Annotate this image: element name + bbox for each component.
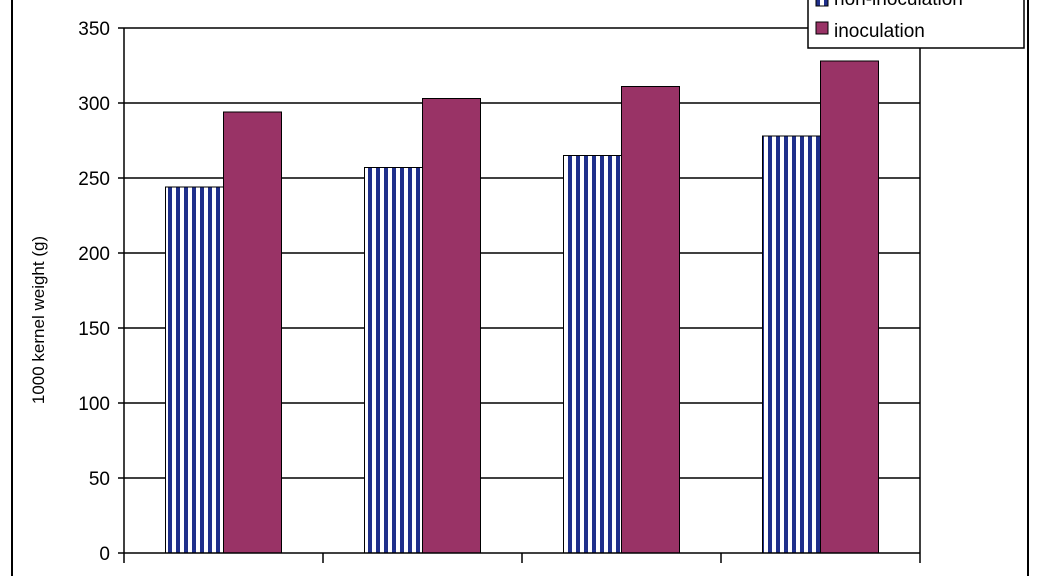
legend-box: [807, 0, 1025, 49]
y-tick-label: 150: [78, 319, 110, 340]
y-tick-label: 350: [78, 19, 110, 40]
bar-inoculation-2: [422, 98, 481, 554]
bar-non-inoculation-4: [762, 135, 821, 554]
y-tick-label: 100: [78, 394, 110, 415]
y-tick-label: 200: [78, 244, 110, 265]
bars: [165, 60, 879, 554]
axes: [118, 27, 921, 563]
bar-inoculation-3: [621, 86, 680, 554]
bar-non-inoculation-2: [364, 167, 423, 554]
y-tick-label: 250: [78, 169, 110, 190]
legend-swatch-inoculation: [815, 21, 829, 35]
legend-swatch-non-inoculation: [815, 0, 829, 7]
legend-label-inoculation: inoculation: [834, 21, 925, 42]
y-tick-label: 50: [89, 469, 110, 490]
bar-non-inoculation-1: [165, 186, 224, 554]
bar-non-inoculation-3: [563, 155, 622, 554]
bar-inoculation-1: [223, 111, 282, 554]
legend-label-non-inoculation: non-inoculation: [834, 0, 963, 10]
bar-inoculation-4: [820, 60, 879, 554]
y-axis-label: 1000 kernel weight (g): [29, 236, 48, 404]
chart-frame: [11, 0, 1029, 576]
y-tick-label: 0: [99, 544, 110, 565]
y-tick-label: 300: [78, 94, 110, 115]
legend: non-inoculation inoculation: [807, 0, 1025, 49]
y-tick-labels: 0 50 100 150 200 250 300 350: [78, 19, 110, 565]
